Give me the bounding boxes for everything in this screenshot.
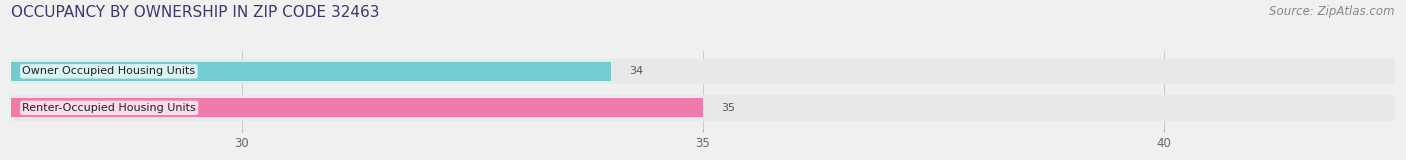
Text: OCCUPANCY BY OWNERSHIP IN ZIP CODE 32463: OCCUPANCY BY OWNERSHIP IN ZIP CODE 32463 [11, 5, 380, 20]
Text: Renter-Occupied Housing Units: Renter-Occupied Housing Units [22, 103, 195, 113]
Bar [11, 95, 1395, 121]
Text: Source: ZipAtlas.com: Source: ZipAtlas.com [1270, 5, 1395, 18]
Bar [11, 59, 1395, 84]
Bar [11, 62, 610, 81]
Text: 34: 34 [630, 66, 644, 76]
Bar [11, 98, 703, 117]
Bar [11, 95, 1395, 121]
Bar [11, 59, 1395, 84]
Text: Owner Occupied Housing Units: Owner Occupied Housing Units [22, 66, 195, 76]
Text: 35: 35 [721, 103, 735, 113]
